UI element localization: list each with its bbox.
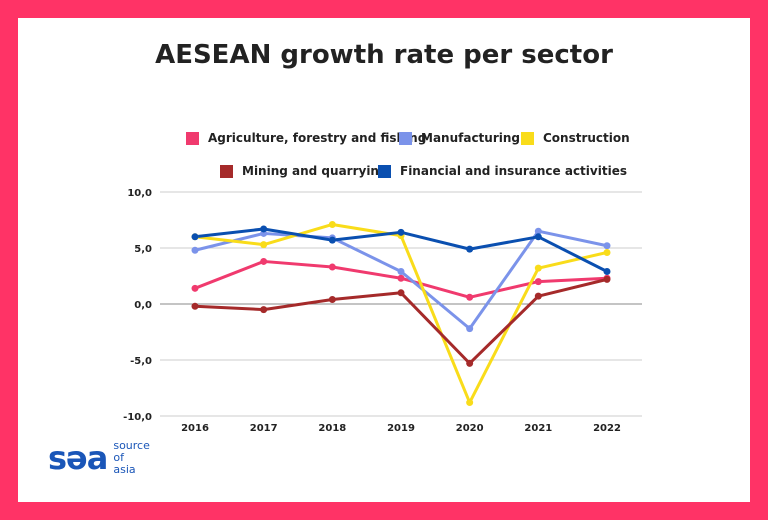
- data-point: [328, 263, 336, 271]
- legend-label-financial: Financial and insurance activities: [400, 164, 627, 178]
- logo-text: source of asia: [113, 440, 150, 476]
- legend-item-mining: Mining and quarrying: [220, 164, 388, 178]
- source-of-asia-logo: sǝa source of asia: [48, 440, 150, 476]
- x-tick-label: 2017: [250, 423, 278, 434]
- x-tick-label: 2019: [387, 423, 415, 434]
- logo-text-line-2: of: [113, 451, 124, 464]
- logo-text-line-3: asia: [113, 463, 136, 476]
- data-point: [534, 227, 542, 235]
- x-tick-label: 2020: [456, 423, 484, 434]
- data-point: [191, 284, 199, 292]
- x-tick-label: 2016: [181, 423, 209, 434]
- data-point: [191, 233, 199, 241]
- data-point: [534, 233, 542, 241]
- data-point: [397, 274, 405, 282]
- legend-label-construction: Construction: [543, 131, 630, 145]
- data-point: [466, 399, 474, 407]
- data-point: [191, 302, 199, 310]
- data-point: [260, 225, 268, 233]
- data-point: [466, 359, 474, 367]
- data-point: [260, 257, 268, 265]
- chart-card: [18, 18, 750, 502]
- legend-swatch-mining: [220, 164, 233, 178]
- legend-swatch-manufacturing: [399, 131, 412, 145]
- data-point: [603, 248, 611, 256]
- legend-swatch-construction: [521, 131, 534, 145]
- y-tick-label: 10,0: [127, 188, 152, 199]
- data-point: [534, 264, 542, 272]
- legend-label-mining: Mining and quarrying: [242, 164, 388, 178]
- data-point: [466, 293, 474, 301]
- data-point: [466, 245, 474, 253]
- legend-item-agriculture: Agriculture, forestry and fishing: [186, 131, 426, 145]
- legend-item-manufacturing: Manufacturing: [399, 131, 520, 145]
- data-point: [603, 268, 611, 276]
- x-tick-label: 2022: [593, 423, 621, 434]
- legend-swatch-agriculture: [186, 131, 199, 145]
- data-point: [466, 325, 474, 333]
- data-point: [328, 220, 336, 228]
- data-point: [191, 246, 199, 254]
- legend-item-construction: Construction: [521, 131, 630, 145]
- y-tick-label: 0,0: [134, 300, 152, 311]
- y-tick-label: -10,0: [123, 412, 152, 423]
- data-point: [397, 228, 405, 236]
- x-tick-label: 2018: [318, 423, 346, 434]
- data-point: [260, 241, 268, 249]
- series-line: [193, 222, 609, 405]
- data-point: [397, 289, 405, 297]
- data-point: [534, 278, 542, 286]
- data-point: [534, 292, 542, 300]
- x-tick-label: 2021: [524, 423, 552, 434]
- legend-swatch-financial: [378, 164, 391, 178]
- data-point: [603, 242, 611, 250]
- y-tick-label: -5,0: [130, 356, 152, 367]
- legend-item-financial: Financial and insurance activities: [378, 164, 627, 178]
- data-point: [603, 275, 611, 283]
- logo-text-line-1: source: [113, 439, 150, 452]
- data-point: [328, 236, 336, 244]
- data-point: [397, 268, 405, 276]
- y-tick-label: 5,0: [134, 244, 152, 255]
- logo-mark: sǝa: [48, 439, 108, 477]
- chart-title: AESEAN growth rate per sector: [155, 40, 613, 70]
- legend-label-agriculture: Agriculture, forestry and fishing: [208, 131, 427, 145]
- data-point: [328, 296, 336, 304]
- data-point: [260, 306, 268, 314]
- legend-label-manufacturing: Manufacturing: [421, 131, 520, 145]
